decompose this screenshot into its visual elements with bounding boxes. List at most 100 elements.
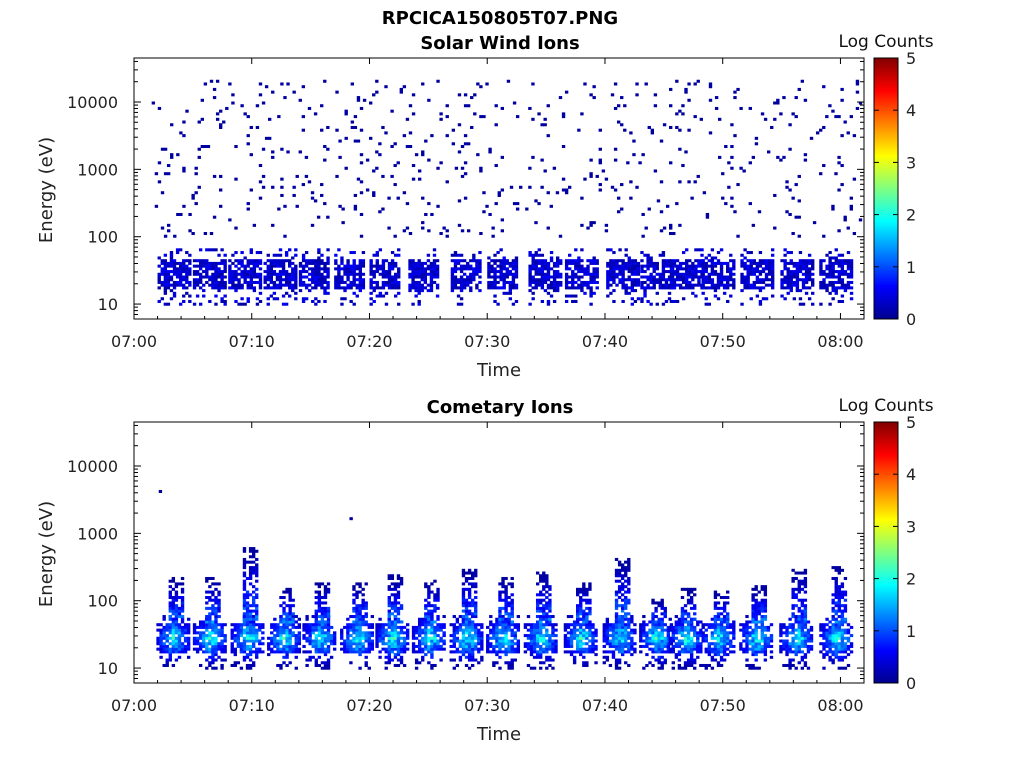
solar-wind-burst-cell: [549, 251, 554, 255]
cometary-burst-cell: [267, 636, 271, 640]
solar-wind-burst-cell: [786, 267, 790, 271]
cometary-burst-cell: [349, 661, 353, 665]
cometary-burst-cell: [605, 631, 610, 635]
solar-wind-burst-cell: [166, 275, 171, 279]
solar-wind-count: [421, 221, 425, 225]
heatmap-cells-solar-wind: [151, 79, 863, 306]
solar-wind-burst-cell: [214, 267, 218, 271]
solar-wind-count: [721, 172, 725, 176]
solar-wind-count: [809, 136, 814, 140]
solar-wind-burst-cell: [220, 261, 224, 265]
solar-wind-burst-cell: [255, 302, 260, 306]
solar-wind-burst-cell: [172, 291, 177, 295]
solar-wind-burst-cell: [499, 261, 503, 265]
cometary-burst-cell: [614, 615, 619, 619]
solar-wind-burst-cell: [246, 270, 250, 274]
cometary-plume-cell: [545, 590, 549, 594]
solar-wind-count: [359, 106, 364, 110]
solar-wind-burst-cell: [697, 270, 701, 274]
cometary-burst-cell: [220, 625, 224, 629]
solar-wind-burst-cell: [317, 272, 321, 276]
cometary-burst-cell: [282, 636, 286, 640]
cometary-burst-cell: [242, 658, 247, 662]
solar-wind-burst-cell: [609, 272, 613, 276]
solar-wind-burst-cell: [646, 256, 650, 260]
solar-wind-count: [310, 223, 315, 227]
cometary-burst-cell: [384, 650, 388, 654]
solar-wind-count: [200, 117, 204, 121]
cometary-burst-cell: [192, 647, 197, 651]
cometary-burst-cell: [624, 644, 628, 648]
cometary-burst-cell: [611, 623, 616, 627]
solar-wind-burst-cell: [208, 283, 212, 287]
solar-wind-burst-cell: [755, 280, 760, 284]
solar-wind-burst-cell: [549, 283, 554, 287]
cometary-burst-cell: [302, 628, 306, 632]
solar-wind-burst-cell: [732, 261, 736, 265]
solar-wind-burst-cell: [789, 275, 793, 279]
cometary-plume-cell: [436, 590, 440, 594]
colorbar-solar-wind: [873, 57, 899, 320]
solar-wind-burst-cell: [508, 283, 513, 287]
solar-wind-burst-cell: [574, 272, 578, 276]
cometary-burst-cell: [579, 625, 583, 629]
solar-wind-count: [482, 115, 486, 119]
solar-wind-burst-cell: [574, 294, 578, 298]
cometary-burst-cell: [174, 647, 179, 651]
cometary-plume-cell: [427, 585, 431, 589]
solar-wind-burst-cell: [490, 280, 494, 284]
cometary-burst-cell: [233, 623, 237, 627]
solar-wind-burst-cell: [640, 280, 644, 284]
solar-wind-burst-cell: [621, 270, 625, 274]
cometary-burst-cell: [551, 623, 555, 627]
solar-wind-burst-cell: [691, 278, 695, 282]
solar-wind-count: [393, 183, 397, 187]
cometary-burst-cell: [588, 644, 592, 648]
cometary-burst-cell: [183, 644, 188, 648]
solar-wind-burst-cell: [531, 291, 535, 295]
solar-wind-count: [589, 221, 593, 225]
cometary-plume-cell: [542, 585, 546, 589]
solar-wind-burst-cell: [240, 270, 244, 274]
solar-wind-burst-cell: [678, 278, 683, 282]
solar-wind-count: [629, 131, 633, 135]
solar-wind-burst-cell: [719, 267, 724, 271]
solar-wind-count: [561, 177, 566, 181]
solar-wind-burst-cell: [220, 272, 224, 276]
cometary-burst-cell: [311, 631, 315, 635]
solar-wind-burst-cell: [278, 253, 283, 257]
solar-wind-count: [203, 232, 208, 236]
solar-wind-burst-cell: [340, 278, 344, 282]
cometary-burst-cell: [177, 650, 182, 654]
cometary-plume-cell: [393, 587, 398, 591]
solar-wind-burst-cell: [691, 267, 695, 271]
solar-wind-burst-cell: [540, 275, 545, 279]
solar-wind-count: [365, 158, 370, 162]
cometary-burst-cell: [208, 642, 212, 646]
cometary-plume-cell: [248, 615, 253, 619]
solar-wind-count: [849, 115, 853, 119]
cometary-burst-cell: [186, 617, 191, 621]
solar-wind-burst-cell: [758, 251, 763, 255]
solar-wind-burst-cell: [669, 286, 674, 290]
solar-wind-burst-cell: [592, 267, 596, 271]
cometary-plume-cell: [326, 582, 331, 586]
solar-wind-count: [632, 153, 636, 157]
solar-wind-burst-cell: [621, 261, 625, 265]
cometary-burst-cell: [311, 655, 315, 659]
cometary-plume-cell: [535, 582, 540, 586]
solar-wind-burst-cell: [231, 272, 235, 276]
solar-wind-burst-cell: [688, 259, 692, 263]
solar-wind-burst-cell: [801, 278, 806, 282]
cometary-burst-cell: [174, 636, 179, 640]
solar-wind-burst-cell: [688, 275, 692, 279]
solar-wind-count: [788, 123, 792, 127]
solar-wind-burst-cell: [621, 275, 625, 279]
solar-wind-count: [280, 193, 284, 197]
solar-wind-burst-cell: [475, 267, 479, 271]
solar-wind-burst-cell: [606, 264, 610, 268]
cometary-plume-cell: [424, 620, 428, 624]
solar-wind-burst-cell: [729, 267, 733, 271]
solar-wind-burst-cell: [487, 267, 491, 271]
cometary-burst-cell: [162, 647, 166, 651]
